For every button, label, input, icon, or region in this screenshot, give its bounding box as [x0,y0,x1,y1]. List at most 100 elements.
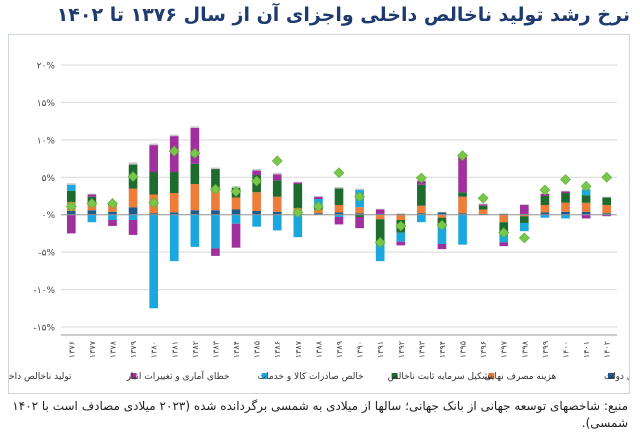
bar-segment-exports [540,214,550,218]
bar-segment-gov [540,212,550,215]
bar-segment-exports [128,214,138,220]
legend-gdp-marker [9,375,10,377]
x-tick-label: ۱۴۰۰ [562,341,571,358]
bar-segment-gov [108,211,117,215]
gdp-marker [539,184,551,196]
bar-segment-exports [190,214,200,247]
bar-segment-gov [190,210,200,215]
x-tick-label: ۱۳۹۱ [376,341,385,358]
bar-segment-gov [211,210,220,215]
bar-segment-household [417,205,426,214]
bar-segment-gfcf [293,184,303,208]
bar-segment-gov [561,211,570,215]
x-tick-label: ۱۳۸۷ [294,340,303,358]
gdp-marker [189,147,201,159]
bar-segment-gfcf [417,184,426,206]
bar-segment-household [581,202,591,212]
legend-label: هزینه مصرف نهایی [484,372,556,382]
bar-segment-household [478,209,488,214]
x-tick-label: ۱۳۹۸ [520,340,529,358]
x-tick-label: ۱۳۸۹ [335,341,344,358]
bar-segment-discrepancy [561,190,570,192]
x-tick-label: ۱۳۸۲ [191,341,200,358]
bar-segment-gfcf [169,172,179,194]
bar-segment-imports [252,170,261,176]
x-tick-label: ۱۳۸۱ [170,341,179,358]
bar-segment-gfcf [520,216,529,223]
bar-segment-gov [417,213,426,215]
legend-swatch-imports [130,373,137,379]
gdp-marker [415,172,427,184]
y-tick-label: -۵% [38,249,55,259]
bar-segment-gfcf [272,180,282,197]
gdp-marker [148,197,160,209]
x-tick-label: ۱۳۹۹ [541,341,550,358]
gdp-marker [107,198,118,209]
bar-segment-imports [314,196,323,199]
x-tick-label: ۱۳۷۶ [67,341,76,358]
bar-segment-imports [520,204,529,214]
bar-segment-imports [108,219,117,226]
bar-segment-imports [231,223,241,248]
x-tick-label: ۱۳۹۰ [356,341,365,358]
x-tick-label: ۱۳۹۲ [397,341,406,358]
bar-segment-household [231,197,241,210]
bar-segment-gfcf [581,195,591,203]
legend-label: تولید ناخالص داخلی [9,372,72,382]
gdp-marker [601,171,613,183]
bar-segment-exports [437,226,447,244]
y-tick-label: ۵% [42,174,56,184]
legend-swatch-gfcf [391,373,398,379]
bar-segment-discrepancy [272,172,282,175]
bar-segment-imports [561,191,570,194]
bar-segment-household [128,188,138,208]
bar-segment-gfcf [190,163,200,185]
x-tick-label: ۱۳۸۴ [232,341,241,358]
bar-segment-discrepancy [437,211,447,213]
bar-segment-imports [66,214,76,234]
bar-segment-household [458,196,467,214]
x-tick-label: ۱۳۹۳ [417,340,426,358]
bar-segment-exports [499,234,509,243]
bar-segment-household [355,207,364,214]
legend-swatch-gov [608,373,614,379]
legend-label: تشکیل سرمایه ثابت ناخالص [388,372,493,382]
bar-segment-exports [231,214,241,224]
gdp-marker [518,232,530,244]
bar-segment-exports [211,214,220,249]
x-tick-label: ۱۳۷۷ [88,340,97,358]
bar-segment-gfcf [458,192,467,197]
gdp-marker [333,167,345,179]
bar-segment-household [334,204,344,213]
bar-segment-gfcf [149,172,158,195]
bar-segment-gov [128,207,138,215]
gdp-marker [374,236,386,248]
bar-segment-gov [602,213,612,215]
y-tick-label: ۱۵% [37,99,56,109]
bar-segment-household [211,190,220,211]
bar-segment-discrepancy [334,187,344,189]
bar-segment-gov [66,210,76,215]
bar-segment-discrepancy [602,196,612,198]
bar-segment-discrepancy [87,193,97,195]
bar-segment-exports [66,184,76,191]
bar-segment-household [272,196,282,212]
bar-segment-discrepancy [293,181,303,183]
x-tick-label: ۱۳۸۸ [314,340,323,358]
bar-segment-exports [561,214,570,219]
y-tick-label: -۱۰% [34,286,56,296]
gdp-marker [477,192,489,204]
bar-segment-discrepancy [355,188,364,191]
bar-segment-household [190,184,200,211]
bar-segment-imports [602,214,612,217]
bar-segment-exports [417,214,426,223]
legend-label: خالص صادرات کالا و خدمات [258,372,364,382]
gdp-marker [65,201,77,212]
bar-segment-gov [272,211,282,215]
bar-segment-imports [272,174,282,181]
bar-segment-imports [478,204,488,206]
bar-segment-exports [149,214,158,309]
bar-segment-exports [396,232,406,242]
bar-segment-gfcf [211,169,220,191]
x-tick-label: ۱۳۷۸ [108,340,117,358]
